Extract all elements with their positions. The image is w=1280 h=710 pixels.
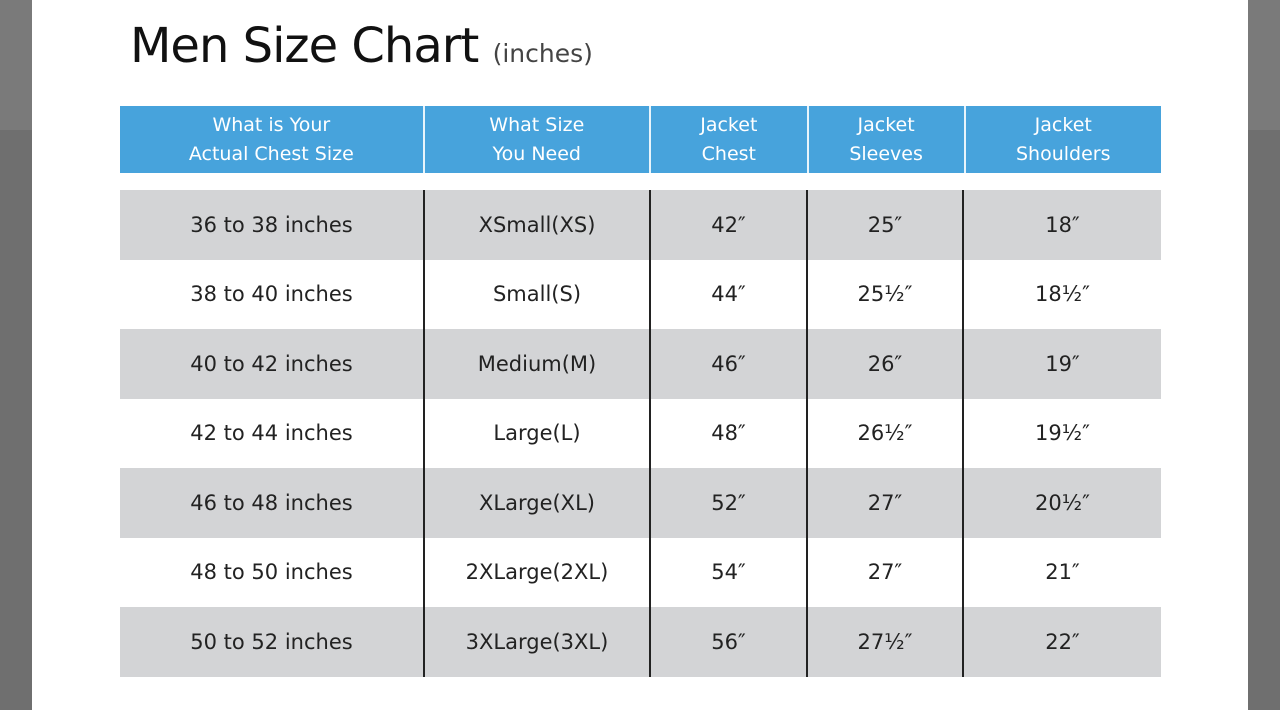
table-cell: 56″	[651, 607, 808, 677]
table-cell: Large(L)	[425, 398, 651, 468]
table-cell: 46 to 48 inches	[120, 468, 425, 538]
table-cell: 26″	[808, 329, 964, 399]
table-cell: 42″	[651, 190, 808, 260]
size-table: What is Your Actual Chest Size What Size…	[120, 106, 1161, 677]
header-cell: Jacket Chest	[651, 106, 809, 173]
table-cell: 22″	[1045, 629, 1080, 654]
table-cell: 46″	[651, 329, 808, 399]
table-cell: 36 to 38 inches	[120, 190, 425, 260]
table-cell: XLarge(XL)	[425, 468, 651, 538]
table-row: 46 to 48 inches XLarge(XL) 52″ 27″ 20½″	[120, 468, 1161, 538]
header-cell: What is Your Actual Chest Size	[120, 106, 425, 173]
header-cell: Jacket Shoulders	[1016, 113, 1111, 165]
table-cell: 42 to 44 inches	[120, 398, 425, 468]
table-cell: 21″	[1045, 560, 1080, 585]
table-cell: 19″	[1045, 351, 1080, 376]
title-unit: (inches)	[492, 39, 593, 68]
header-cell: Jacket Sleeves	[809, 106, 966, 173]
table-cell: 48″	[651, 398, 808, 468]
table-header: What is Your Actual Chest Size What Size…	[120, 106, 1161, 173]
table-cell: 18½″	[1035, 282, 1090, 307]
table-row: 48 to 50 inches 2XLarge(2XL) 54″ 27″ 21″	[120, 537, 1161, 607]
table-cell: 3XLarge(3XL)	[425, 607, 651, 677]
table-cell: 20½″	[1035, 490, 1090, 515]
table-cell: Small(S)	[425, 259, 651, 329]
table-cell: 26½″	[808, 398, 964, 468]
table-cell: 52″	[651, 468, 808, 538]
table-cell: Medium(M)	[425, 329, 651, 399]
title-text: Men Size Chart	[130, 18, 479, 74]
table-cell: 25½″	[808, 259, 964, 329]
size-chart-image: Men Size Chart (inches) What is Your Act…	[32, 0, 1248, 710]
chart-title: Men Size Chart (inches)	[130, 18, 593, 74]
table-row: 38 to 40 inches Small(S) 44″ 25½″ 18½″	[120, 259, 1161, 329]
table-cell: 38 to 40 inches	[120, 259, 425, 329]
table-cell: 19½″	[1035, 421, 1090, 446]
table-cell: 40 to 42 inches	[120, 329, 425, 399]
table-row: 42 to 44 inches Large(L) 48″ 26½″ 19½″	[120, 398, 1161, 468]
table-row: 50 to 52 inches 3XLarge(3XL) 56″ 27½″ 22″	[120, 607, 1161, 677]
table-row: 36 to 38 inches XSmall(XS) 42″ 25″ 18″	[120, 190, 1161, 260]
table-row: 40 to 42 inches Medium(M) 46″ 26″ 19″	[120, 329, 1161, 399]
table-cell: 44″	[651, 259, 808, 329]
table-cell: 48 to 50 inches	[120, 537, 425, 607]
table-body: 36 to 38 inches XSmall(XS) 42″ 25″ 18″ 38 to …	[120, 190, 1161, 677]
table-cell: 27″	[808, 468, 964, 538]
header-cell: What Size You Need	[425, 106, 651, 173]
table-cell: 27½″	[808, 607, 964, 677]
table-cell: 2XLarge(2XL)	[425, 537, 651, 607]
table-cell: 25″	[808, 190, 964, 260]
table-cell: XSmall(XS)	[425, 190, 651, 260]
table-cell: 50 to 52 inches	[120, 607, 425, 677]
table-cell: 27″	[808, 537, 964, 607]
table-cell: 18″	[1045, 212, 1080, 237]
table-cell: 54″	[651, 537, 808, 607]
